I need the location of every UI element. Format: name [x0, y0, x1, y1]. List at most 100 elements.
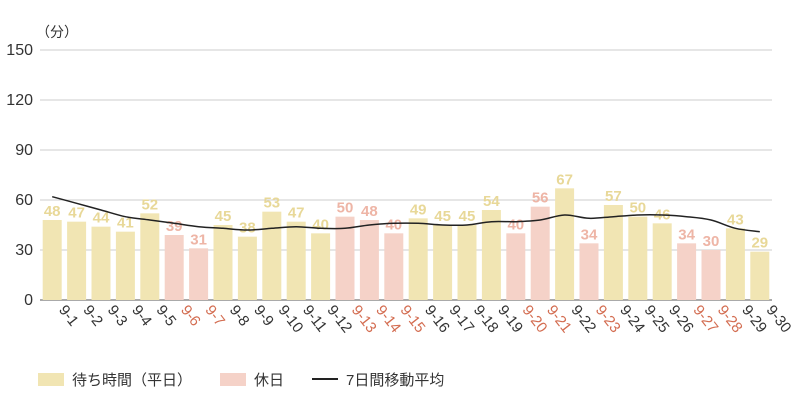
bar-value-label: 29: [751, 235, 768, 252]
x-tick-label: 9-30: [763, 302, 795, 336]
bar: [579, 243, 599, 300]
bar-value-label: 41: [117, 215, 134, 232]
x-tick-label: 9-18: [470, 302, 502, 336]
bar: [652, 223, 672, 300]
y-tick-label: 30: [15, 242, 33, 259]
bar: [42, 220, 62, 300]
x-tick-label: 9-11: [299, 302, 330, 335]
bar-value-label: 54: [483, 193, 500, 210]
bar-value-label: 52: [141, 196, 158, 213]
bar: [286, 221, 306, 300]
bar: [603, 205, 623, 300]
bar-value-label: 53: [263, 195, 280, 212]
y-tick-label: 90: [15, 142, 33, 159]
bar-value-label: 45: [434, 208, 451, 225]
bar: [408, 218, 428, 300]
y-tick-label: 0: [24, 292, 33, 309]
bar-value-label: 45: [215, 208, 232, 225]
moving-average-line: [52, 195, 760, 233]
bar-value-label: 34: [581, 226, 598, 243]
x-tick-label: 9-2: [79, 302, 106, 330]
x-tick-label: 9-6: [177, 302, 204, 330]
y-axis: 0 30 60 90 120 150: [6, 42, 33, 309]
bar-value-label: 47: [68, 205, 85, 222]
x-tick-label: 9-16: [421, 302, 453, 336]
bar-labels: 48 47 44 41 52 39 31 45 38 53 47 40 50 48 40 49 45 45 54 40…: [44, 171, 768, 251]
x-tick-label: 9-4: [128, 302, 155, 330]
bar-value-label: 39: [166, 218, 183, 235]
x-tick-label: 9-23: [592, 302, 624, 336]
bar: [530, 206, 550, 300]
bar-value-label: 40: [312, 216, 329, 233]
legend-swatch-holiday: [220, 372, 247, 386]
bar: [433, 225, 453, 300]
bar: [506, 233, 526, 300]
bar: [311, 233, 331, 300]
bar: [481, 210, 501, 300]
bar: [701, 250, 721, 300]
y-tick-label: 150: [6, 42, 33, 59]
bar: [750, 251, 770, 300]
bar-value-label: 40: [385, 216, 402, 233]
x-tick-label: 9-7: [201, 302, 228, 330]
bar-value-label: 49: [410, 201, 427, 218]
legend-swatch-weekday: [38, 372, 64, 386]
legend: 待ち時間（平日） 休日 7日間移動平均: [38, 368, 472, 390]
x-tick-label: 9-13: [348, 302, 380, 336]
bar: [164, 235, 184, 300]
x-tick-label: 9-29: [738, 302, 770, 336]
bar-value-label: 47: [288, 205, 305, 222]
bar: [359, 220, 379, 300]
bar-value-label: 40: [507, 216, 524, 233]
bar: [457, 225, 477, 300]
x-tick-label: 9-15: [397, 302, 429, 336]
bar-value-label: 31: [190, 231, 207, 248]
bar-value-label: 57: [605, 188, 622, 205]
legend-item-holiday: 休日: [220, 369, 284, 390]
bar: [91, 226, 111, 300]
x-tick-label: 9-10: [275, 302, 307, 336]
bar: [628, 216, 648, 300]
legend-swatch-moving-average: [312, 378, 339, 380]
x-tick-label: 9-14: [372, 302, 404, 336]
bar-value-label: 48: [361, 203, 378, 220]
x-tick-label: 9-22: [567, 302, 599, 336]
bar: [555, 188, 575, 300]
legend-item-weekday: 待ち時間（平日）: [38, 369, 192, 390]
y-unit-label: （分）: [36, 24, 78, 40]
bar-value-label: 50: [337, 200, 354, 217]
legend-label-holiday: 休日: [254, 371, 285, 389]
bar: [335, 216, 355, 300]
bar: [725, 228, 745, 300]
x-tick-label: 9-21: [543, 302, 575, 336]
bar-value-label: 38: [239, 220, 256, 237]
bar-value-label: 30: [703, 233, 720, 250]
y-tick-label: 120: [6, 92, 33, 109]
bars: [42, 188, 770, 300]
x-tick-label: 9-20: [519, 302, 551, 336]
x-tick-label: 9-1: [55, 302, 82, 330]
x-axis: 9-19-29-39-49-59-69-79-89-99-109-119-129…: [55, 302, 794, 336]
x-tick-label: 9-26: [665, 302, 697, 336]
bar-value-label: 44: [93, 210, 110, 227]
bar: [384, 233, 404, 300]
moving-average-path: [52, 195, 760, 233]
bar: [213, 225, 233, 300]
legend-label-weekday: 待ち時間（平日）: [72, 371, 193, 389]
x-tick-label: 9-25: [641, 302, 673, 336]
bar-value-label: 45: [459, 208, 476, 225]
x-tick-label: 9-8: [226, 302, 253, 330]
bar: [237, 236, 257, 300]
x-tick-label: 9-12: [323, 302, 355, 336]
x-tick-label: 9-9: [250, 302, 277, 330]
legend-label-moving-average: 7日間移動平均: [346, 371, 445, 389]
x-tick-label: 9-19: [494, 302, 526, 336]
x-tick-label: 9-27: [689, 302, 721, 336]
bar: [115, 231, 135, 300]
bar: [262, 211, 282, 300]
y-tick-label: 60: [15, 192, 33, 209]
x-tick-label: 9-17: [445, 302, 477, 336]
bar: [189, 248, 209, 300]
bar-value-label: 48: [44, 203, 61, 220]
